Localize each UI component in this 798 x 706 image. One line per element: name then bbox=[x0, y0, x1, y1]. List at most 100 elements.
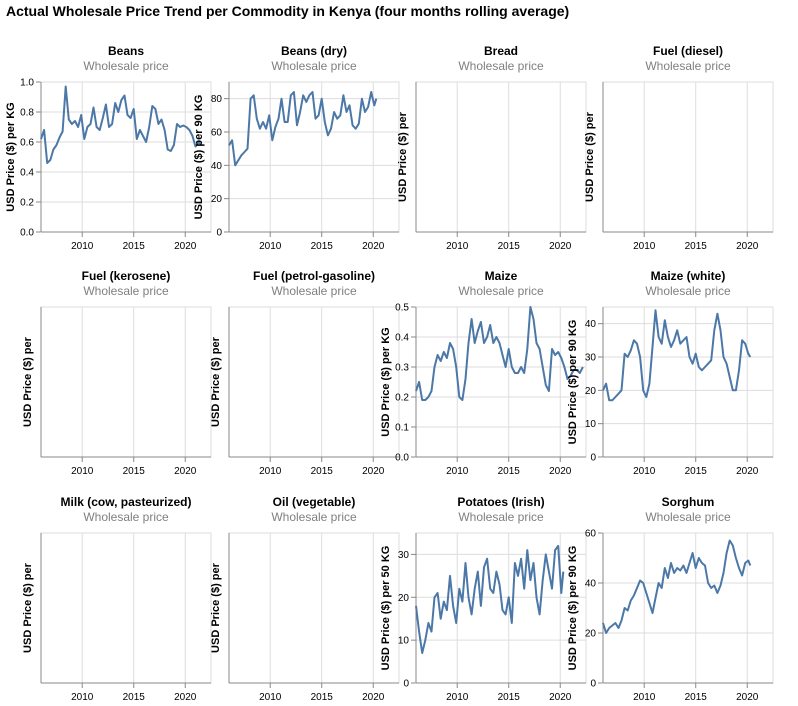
panel-subtitle: Wholesale price bbox=[645, 284, 731, 298]
y-tick-label: 0.4 bbox=[395, 333, 409, 344]
y-tick-label: 0 bbox=[216, 228, 222, 239]
y-tick-label: 80 bbox=[211, 94, 223, 105]
y-tick-label: 0 bbox=[403, 679, 409, 690]
series-line bbox=[415, 544, 565, 654]
y-tick-label: 40 bbox=[585, 319, 597, 330]
y-axis-label: USD Price ($) per KG bbox=[5, 102, 17, 211]
series-line bbox=[40, 85, 203, 164]
panel-title: Maize bbox=[485, 269, 518, 283]
panel-subtitle: Wholesale price bbox=[271, 510, 357, 524]
y-axis-label: USD Price ($) per KG bbox=[380, 327, 392, 436]
x-tick-label: 2010 bbox=[633, 692, 656, 703]
panel-title: Fuel (diesel) bbox=[653, 44, 723, 58]
y-axis-label: USD Price ($) per bbox=[584, 111, 596, 202]
panel-subtitle: Wholesale price bbox=[645, 59, 731, 73]
panel-subtitle: Wholesale price bbox=[458, 284, 544, 298]
x-tick-label: 2010 bbox=[71, 241, 94, 252]
x-tick-label: 2010 bbox=[633, 466, 656, 477]
panel-subtitle: Wholesale price bbox=[83, 510, 169, 524]
panel-title: Maize (white) bbox=[651, 269, 726, 283]
x-tick-label: 2020 bbox=[736, 466, 759, 477]
x-tick-label: 2020 bbox=[736, 692, 759, 703]
y-tick-label: 0.1 bbox=[395, 423, 409, 434]
y-tick-label: 20 bbox=[585, 386, 597, 397]
panel-subtitle: Wholesale price bbox=[645, 510, 731, 524]
y-axis-label: USD Price ($) per bbox=[210, 336, 222, 427]
x-tick-label: 2020 bbox=[362, 241, 385, 252]
chart-panel: Fuel (kerosene)Wholesale price 2010 2015 20… bbox=[22, 269, 212, 477]
series-line bbox=[415, 306, 584, 401]
panel-subtitle: Wholesale price bbox=[458, 59, 544, 73]
panel-title: Oil (vegetable) bbox=[273, 495, 356, 509]
series-line bbox=[228, 91, 378, 167]
y-tick-label: 0.4 bbox=[20, 168, 34, 179]
x-tick-label: 2020 bbox=[736, 241, 759, 252]
y-tick-label: 60 bbox=[585, 529, 597, 540]
y-tick-label: 10 bbox=[585, 419, 597, 430]
x-tick-label: 2010 bbox=[259, 692, 282, 703]
x-tick-label: 2010 bbox=[259, 466, 282, 477]
chart-panel: Fuel (diesel)Wholesale price 2010 2015 2020… bbox=[584, 44, 774, 252]
x-tick-label: 2015 bbox=[311, 466, 334, 477]
page-title: Actual Wholesale Price Trend per Commodi… bbox=[6, 3, 570, 19]
series-line bbox=[602, 539, 752, 634]
x-tick-label: 2020 bbox=[549, 692, 572, 703]
y-tick-label: 0.5 bbox=[395, 303, 409, 314]
x-tick-label: 2010 bbox=[71, 466, 94, 477]
y-tick-label: 20 bbox=[398, 593, 410, 604]
x-tick-label: 2010 bbox=[446, 241, 469, 252]
y-tick-label: 30 bbox=[398, 550, 410, 561]
y-tick-label: 30 bbox=[585, 353, 597, 364]
y-axis-label: USD Price ($) per 90 KG bbox=[567, 546, 579, 671]
x-tick-label: 2015 bbox=[123, 466, 146, 477]
x-tick-label: 2015 bbox=[498, 241, 521, 252]
x-tick-label: 2015 bbox=[311, 241, 334, 252]
panel-title: Beans bbox=[108, 44, 144, 58]
y-tick-label: 40 bbox=[585, 579, 597, 590]
panel-subtitle: Wholesale price bbox=[83, 59, 169, 73]
y-axis-label: USD Price ($) per bbox=[22, 562, 34, 653]
y-axis-label: USD Price ($) per bbox=[22, 336, 34, 427]
y-tick-label: 0.3 bbox=[395, 363, 409, 374]
panel-title: Beans (dry) bbox=[281, 44, 347, 58]
y-tick-label: 60 bbox=[211, 128, 223, 139]
y-tick-label: 0.2 bbox=[395, 393, 409, 404]
panel-subtitle: Wholesale price bbox=[458, 510, 544, 524]
panel-subtitle: Wholesale price bbox=[271, 59, 357, 73]
y-tick-label: 40 bbox=[211, 161, 223, 172]
x-tick-label: 2010 bbox=[446, 692, 469, 703]
y-tick-label: 10 bbox=[398, 636, 410, 647]
y-axis-label: USD Price ($) per 50 KG bbox=[380, 546, 392, 671]
y-tick-label: 20 bbox=[585, 629, 597, 640]
y-tick-label: 0.0 bbox=[20, 228, 34, 239]
x-tick-label: 2015 bbox=[123, 241, 146, 252]
x-tick-label: 2010 bbox=[446, 466, 469, 477]
x-tick-label: 2020 bbox=[362, 466, 385, 477]
x-tick-label: 2020 bbox=[174, 692, 197, 703]
y-axis-label: USD Price ($) per bbox=[210, 562, 222, 653]
panel-title: Bread bbox=[484, 44, 518, 58]
y-tick-label: 0.0 bbox=[395, 453, 409, 464]
y-tick-label: 0.2 bbox=[20, 198, 34, 209]
panel-title: Sorghum bbox=[662, 495, 715, 509]
chart-panel: Oil (vegetable)Wholesale price 2010 2015 20… bbox=[210, 495, 400, 703]
x-tick-label: 2020 bbox=[362, 692, 385, 703]
y-axis-label: USD Price ($) per 90 KG bbox=[567, 320, 579, 445]
y-tick-label: 0.6 bbox=[20, 138, 34, 149]
x-tick-label: 2010 bbox=[633, 241, 656, 252]
x-tick-label: 2015 bbox=[685, 692, 708, 703]
y-tick-label: 0.8 bbox=[20, 108, 34, 119]
x-tick-label: 2020 bbox=[549, 241, 572, 252]
panel-title: Milk (cow, pasteurized) bbox=[61, 495, 192, 509]
panel-title: Fuel (petrol-gasoline) bbox=[253, 269, 375, 283]
chart-panel: Milk (cow, pasteurized)Wholesale price 20… bbox=[22, 495, 212, 703]
x-tick-label: 2020 bbox=[549, 466, 572, 477]
y-tick-label: 0 bbox=[590, 453, 596, 464]
chart-panel: Beans (dry)Wholesale price 2010 2015 2020 0 2… bbox=[193, 44, 400, 252]
panel-subtitle: Wholesale price bbox=[83, 284, 169, 298]
